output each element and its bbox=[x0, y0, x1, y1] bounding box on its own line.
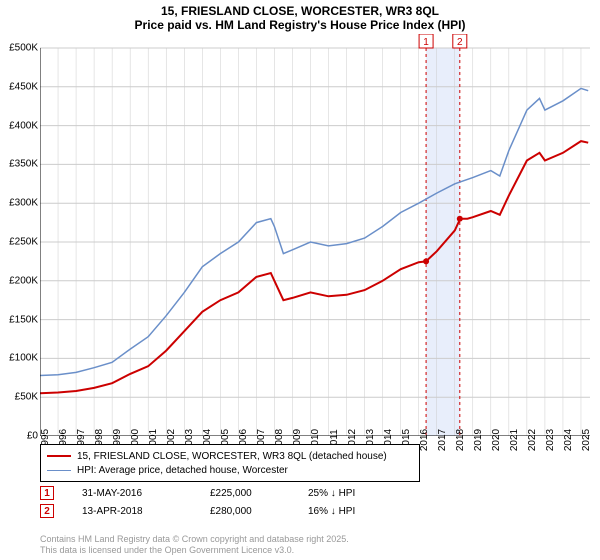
marker-price: £225,000 bbox=[210, 488, 280, 499]
marker-price: £280,000 bbox=[210, 506, 280, 517]
legend-label: HPI: Average price, detached house, Worc… bbox=[77, 465, 288, 476]
legend-box: 15, FRIESLAND CLOSE, WORCESTER, WR3 8QL … bbox=[40, 444, 420, 482]
y-tick-label: £200K bbox=[0, 275, 38, 286]
y-tick-label: £100K bbox=[0, 353, 38, 364]
x-tick-label: 2019 bbox=[473, 429, 484, 451]
y-tick-label: £450K bbox=[0, 81, 38, 92]
attribution-line1: Contains HM Land Registry data © Crown c… bbox=[40, 534, 349, 545]
x-tick-label: 2024 bbox=[563, 429, 574, 451]
chart-title-block: 15, FRIESLAND CLOSE, WORCESTER, WR3 8QL … bbox=[0, 0, 600, 34]
y-tick-label: £500K bbox=[0, 43, 38, 54]
svg-text:1: 1 bbox=[423, 37, 429, 48]
chart-title-line1: 15, FRIESLAND CLOSE, WORCESTER, WR3 8QL bbox=[0, 4, 600, 18]
legend-label: 15, FRIESLAND CLOSE, WORCESTER, WR3 8QL … bbox=[77, 451, 387, 462]
attribution-line2: This data is licensed under the Open Gov… bbox=[40, 545, 349, 556]
marker-date: 13-APR-2018 bbox=[82, 506, 182, 517]
legend-row: HPI: Average price, detached house, Worc… bbox=[47, 463, 413, 477]
x-tick-label: 2016 bbox=[419, 429, 430, 451]
marker-number-box: 2 bbox=[40, 504, 54, 518]
x-tick-label: 2022 bbox=[527, 429, 538, 451]
marker-diff: 16% ↓ HPI bbox=[308, 506, 355, 517]
marker-number-box: 1 bbox=[40, 486, 54, 500]
marker-table-row: 2 13-APR-2018 £280,000 16% ↓ HPI bbox=[40, 502, 355, 520]
x-tick-label: 2017 bbox=[437, 429, 448, 451]
y-tick-label: £250K bbox=[0, 237, 38, 248]
chart-svg: 12 bbox=[40, 34, 590, 436]
x-tick-label: 2018 bbox=[455, 429, 466, 451]
y-tick-label: £150K bbox=[0, 314, 38, 325]
y-tick-label: £50K bbox=[0, 392, 38, 403]
marker-diff: 25% ↓ HPI bbox=[308, 488, 355, 499]
legend-row: 15, FRIESLAND CLOSE, WORCESTER, WR3 8QL … bbox=[47, 449, 413, 463]
svg-text:2: 2 bbox=[457, 37, 463, 48]
marker-date: 31-MAY-2016 bbox=[82, 488, 182, 499]
x-tick-label: 2020 bbox=[491, 429, 502, 451]
marker-table: 1 31-MAY-2016 £225,000 25% ↓ HPI 2 13-APR-201… bbox=[40, 484, 355, 520]
legend-swatch bbox=[47, 455, 71, 457]
y-tick-label: £350K bbox=[0, 159, 38, 170]
attribution-text: Contains HM Land Registry data © Crown c… bbox=[40, 534, 349, 557]
legend-swatch bbox=[47, 470, 71, 471]
chart-title-line2: Price paid vs. HM Land Registry's House … bbox=[0, 18, 600, 32]
x-tick-label: 2025 bbox=[581, 429, 592, 451]
x-tick-label: 2023 bbox=[545, 429, 556, 451]
chart-area: 12 bbox=[40, 34, 590, 436]
x-tick-label: 2021 bbox=[509, 429, 520, 451]
y-tick-label: £300K bbox=[0, 198, 38, 209]
marker-table-row: 1 31-MAY-2016 £225,000 25% ↓ HPI bbox=[40, 484, 355, 502]
y-tick-label: £0 bbox=[0, 431, 38, 442]
y-tick-label: £400K bbox=[0, 120, 38, 131]
